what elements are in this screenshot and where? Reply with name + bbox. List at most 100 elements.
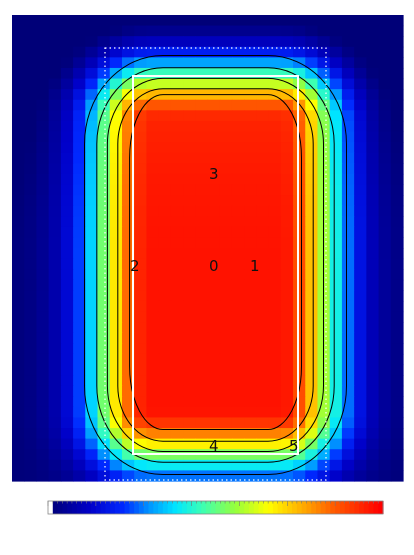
colorbar-tick-label-3: 0.3 xyxy=(185,519,197,528)
heatmap-cell xyxy=(268,78,282,90)
contour-line xyxy=(129,94,302,430)
heatmap-cell xyxy=(134,205,148,217)
heatmap-cell xyxy=(256,78,270,90)
heatmap-cell xyxy=(85,311,99,323)
heatmap-cell xyxy=(231,343,245,355)
heatmap-cell xyxy=(73,163,86,175)
heatmap-cell xyxy=(219,470,233,482)
heatmap-cell xyxy=(195,364,209,376)
heatmap-cell xyxy=(97,237,111,249)
heatmap-cell xyxy=(12,25,25,37)
heatmap-cell xyxy=(36,99,50,111)
heatmap-cell xyxy=(146,258,160,270)
heatmap-cell xyxy=(329,152,343,164)
heatmap-cell xyxy=(305,311,319,323)
heatmap-cell xyxy=(219,131,233,143)
heatmap-cell xyxy=(12,67,25,80)
heatmap-cell xyxy=(36,152,50,164)
heatmap-cell xyxy=(158,57,172,69)
heatmap-cell xyxy=(97,142,111,154)
colorbar-segment xyxy=(359,501,365,514)
heatmap-cell xyxy=(12,311,25,323)
heatmap-cell xyxy=(195,57,209,69)
heatmap-cell xyxy=(24,36,38,48)
heatmap-cell xyxy=(268,364,282,376)
heatmap-cell xyxy=(12,184,25,196)
heatmap-cell xyxy=(268,353,282,366)
heatmap-cell xyxy=(341,279,355,291)
heatmap-cell xyxy=(390,258,404,270)
heatmap-cell xyxy=(390,438,404,450)
colorbar-segment xyxy=(311,501,317,514)
heatmap-cell xyxy=(183,120,196,133)
colorbar-tick-label-4: 0.4 xyxy=(233,519,245,528)
heatmap-cell xyxy=(36,237,50,249)
heatmap-cell xyxy=(121,258,135,270)
heatmap-cell xyxy=(12,163,25,175)
heatmap-cell xyxy=(317,89,331,101)
heatmap-cell xyxy=(183,67,196,80)
heatmap-cell xyxy=(183,385,196,397)
heatmap-cell xyxy=(219,311,233,323)
heatmap-cell xyxy=(231,375,245,387)
heatmap-cell xyxy=(305,205,319,217)
heatmap-cell xyxy=(293,142,306,154)
heatmap-cell xyxy=(134,46,148,58)
heatmap-cell xyxy=(244,459,257,472)
heatmap-cell xyxy=(390,406,404,419)
heatmap-cell xyxy=(97,375,111,387)
heatmap-cell xyxy=(109,89,123,101)
colorbar-segment xyxy=(215,501,221,514)
heatmap-cell xyxy=(121,89,135,101)
heatmap-cell xyxy=(146,78,160,90)
heatmap-cell xyxy=(341,375,355,387)
heatmap-cell xyxy=(293,269,306,281)
heatmap-cell xyxy=(256,290,270,302)
heatmap-cell xyxy=(256,258,270,270)
heatmap-cell xyxy=(207,459,221,472)
colorbar-tick-label-6: 0.6 xyxy=(329,519,341,528)
heatmap-cell xyxy=(24,353,38,366)
heatmap-cell xyxy=(146,375,160,387)
heatmap-cell xyxy=(390,152,404,164)
heatmap-cell xyxy=(219,184,233,196)
heatmap-cell xyxy=(341,449,355,461)
heatmap-cell xyxy=(341,459,355,472)
heatmap-cell xyxy=(170,248,184,260)
heatmap-cell xyxy=(48,226,62,239)
contour-line xyxy=(84,55,347,475)
heatmap-cell xyxy=(341,237,355,249)
heatmap-cell xyxy=(244,110,257,122)
heatmap-cell xyxy=(36,343,50,355)
colorbar-segment xyxy=(220,501,226,514)
heatmap-cell xyxy=(231,131,245,143)
heatmap-cell xyxy=(121,269,135,281)
heatmap-cell xyxy=(48,15,62,27)
heatmap-cell xyxy=(378,120,392,133)
heatmap-cell xyxy=(219,15,233,27)
heatmap-cell xyxy=(85,110,99,122)
heatmap-cell xyxy=(24,173,38,186)
heatmap-cell xyxy=(121,152,135,164)
heatmap-cell xyxy=(341,216,355,228)
heatmap-cell xyxy=(256,163,270,175)
heatmap-cell xyxy=(207,428,221,440)
heatmap-cell xyxy=(354,216,367,228)
heatmap-cell xyxy=(134,216,148,228)
heatmap-cell xyxy=(85,438,99,450)
heatmap-cell xyxy=(280,36,294,48)
heatmap-cell xyxy=(219,269,233,281)
heatmap-cell xyxy=(170,364,184,376)
heatmap-cell xyxy=(341,290,355,302)
heatmap-cell xyxy=(24,78,38,90)
heatmap-cell xyxy=(390,300,404,313)
heatmap-cell xyxy=(183,36,196,48)
colorbar-segment xyxy=(129,501,135,514)
heatmap-cell xyxy=(170,152,184,164)
heatmap-cell xyxy=(305,36,319,48)
heatmap-cell xyxy=(60,311,74,323)
heatmap-cell xyxy=(354,248,367,260)
heatmap-cell xyxy=(73,385,86,397)
heatmap-cell xyxy=(390,78,404,90)
heatmap-cell xyxy=(73,184,86,196)
